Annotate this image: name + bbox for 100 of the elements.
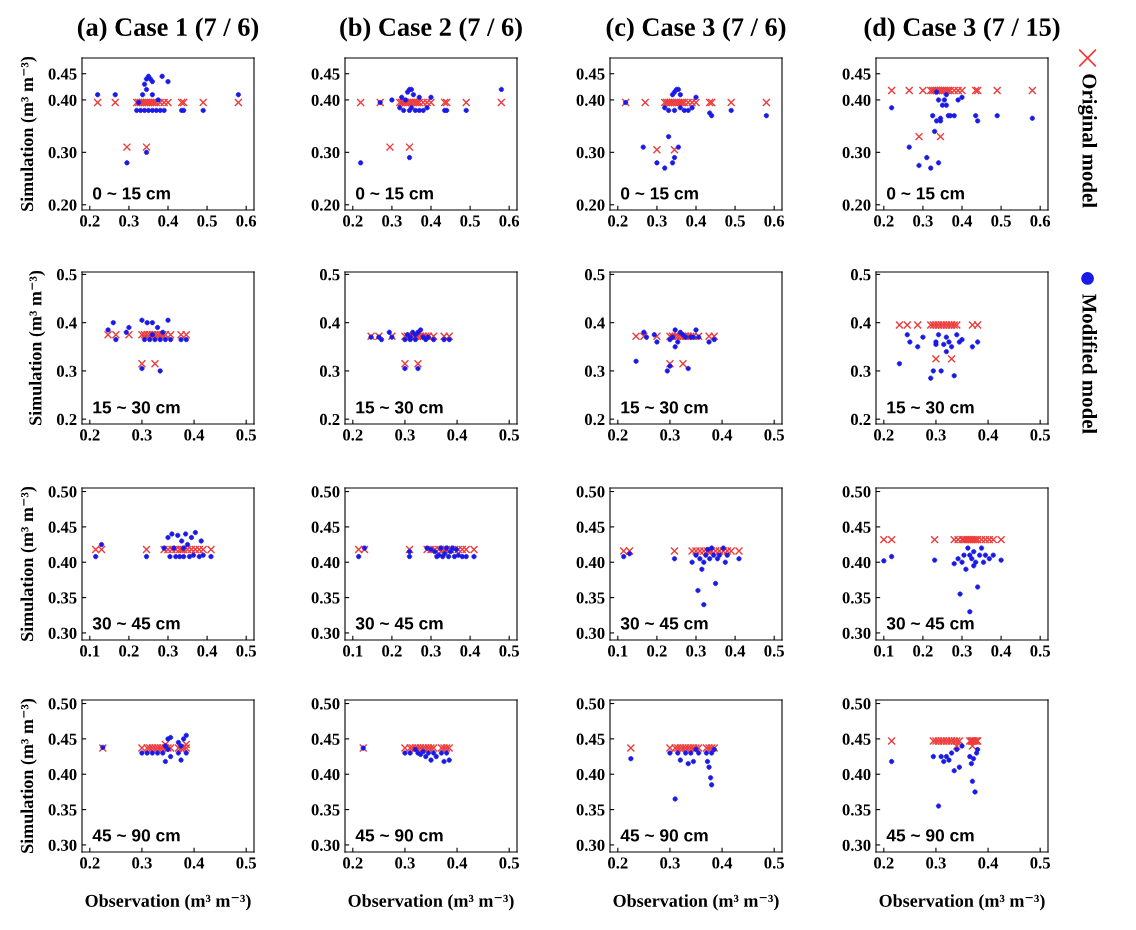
x-tick-label: 0.2	[608, 429, 628, 441]
x-axis-title: Observation (m³ m⁻³)	[879, 894, 1045, 911]
x-tick-label: 0.3	[926, 857, 946, 869]
y-tick-label: 0.35	[311, 804, 340, 816]
x-tick-label: 0.3	[421, 645, 441, 657]
annotation: 15 ~ 30 cm	[93, 401, 180, 414]
y-tick-label: 0.45	[48, 733, 77, 745]
x-tick-label: 0.5	[499, 645, 519, 657]
y-tick-label: 0.35	[576, 592, 605, 604]
y-axis-title: Simulation (m³ m⁻³)	[20, 486, 37, 641]
y-tick-label: 0.40	[576, 94, 605, 106]
y-tick-label: 0.3	[319, 365, 340, 377]
x-tick-label: 0.1	[608, 645, 628, 657]
y-tick-label: 0.35	[48, 592, 77, 604]
x-tick-label: 0.3	[158, 645, 178, 657]
y-tick-label: 0.5	[850, 269, 871, 281]
y-tick-label: 0.30	[576, 627, 605, 639]
x-tick-label: 0.2	[913, 645, 933, 657]
y-tick-label: 0.35	[842, 804, 871, 816]
y-tick-label: 0.35	[576, 804, 605, 816]
y-tick-label: 0.30	[842, 147, 871, 159]
x-tick-label: 0.5	[1030, 429, 1050, 441]
y-tick-label: 0.20	[842, 199, 871, 211]
y-axis-title: Simulation (m³ m⁻³)	[20, 698, 37, 853]
annotation: 0 ~ 15 cm	[93, 187, 170, 200]
legend-label: Modified model	[1082, 293, 1098, 434]
y-axis-title: Simulation (m³ m⁻³)	[20, 56, 37, 211]
y-tick-label: 0.35	[311, 592, 340, 604]
chart-title: (d) Case 3 (7 / 15)	[864, 17, 1060, 42]
x-tick-label: 0.3	[119, 215, 139, 227]
y-tick-label: 0.4	[850, 317, 871, 329]
y-tick-label: 0.20	[48, 199, 77, 211]
x-tick-label: 0.4	[184, 429, 205, 441]
x-tick-label: 0.2	[608, 215, 628, 227]
x-tick-label: 0.5	[197, 215, 217, 227]
x-axis-title: Observation (m³ m⁻³)	[348, 894, 514, 911]
x-tick-label: 0.2	[874, 215, 894, 227]
x-tick-label: 0.3	[952, 645, 972, 657]
x-tick-label: 0.3	[382, 215, 402, 227]
x-tick-label: 0.4	[447, 429, 468, 441]
x-tick-label: 0.4	[158, 215, 179, 227]
x-tick-label: 0.5	[991, 215, 1011, 227]
y-tick-label: 0.50	[311, 486, 340, 498]
x-tick-label: 0.6	[236, 215, 257, 227]
x-axis-title: Observation (m³ m⁻³)	[85, 894, 251, 911]
x-tick-label: 0.5	[725, 215, 745, 227]
x-tick-label: 0.3	[395, 857, 415, 869]
y-tick-label: 0.50	[311, 698, 340, 710]
x-tick-label: 0.2	[608, 857, 628, 869]
x-tick-label: 0.3	[913, 215, 933, 227]
x-tick-label: 0.4	[686, 215, 707, 227]
annotation: 15 ~ 30 cm	[356, 401, 443, 414]
annotation: 30 ~ 45 cm	[886, 617, 974, 630]
x-tick-label: 0.4	[978, 857, 999, 869]
x-tick-label: 0.2	[382, 645, 402, 657]
y-tick-label: 0.2	[584, 413, 605, 426]
chart-title: (c) Case 3 (7 / 6)	[606, 17, 786, 42]
annotation: 0 ~ 15 cm	[356, 187, 433, 200]
y-tick-label: 0.30	[311, 147, 340, 159]
x-tick-label: 0.2	[80, 429, 100, 441]
y-tick-label: 0.35	[48, 804, 77, 816]
x-tick-label: 0.1	[80, 645, 100, 657]
y-tick-label: 0.40	[842, 556, 871, 569]
annotation: 0 ~ 15 cm	[887, 187, 964, 200]
y-tick-label: 0.45	[311, 733, 340, 745]
y-tick-label: 0.40	[576, 556, 605, 569]
x-tick-label: 0.2	[874, 429, 894, 441]
x-tick-label: 0.5	[499, 857, 519, 869]
x-tick-label: 0.3	[132, 857, 152, 869]
annotation: 30 ~ 45 cm	[355, 617, 443, 630]
y-tick-label: 0.30	[48, 627, 77, 639]
x-tick-label: 0.4	[952, 215, 973, 227]
x-tick-label: 0.3	[926, 429, 946, 441]
x-tick-label: 0.4	[978, 429, 999, 441]
x-tick-label: 0.3	[647, 215, 667, 227]
x-tick-label: 0.2	[80, 857, 100, 869]
annotation: 45 ~ 90 cm	[620, 829, 708, 842]
annotation: 30 ~ 45 cm	[620, 617, 708, 630]
y-tick-label: 0.2	[850, 413, 871, 426]
chart-title: (a) Case 1 (7 / 6)	[77, 17, 259, 42]
x-tick-label: 0.5	[236, 429, 256, 441]
y-axis-title: Simulation (m³ m⁻³)	[28, 270, 46, 425]
x-tick-label: 0.6	[1030, 215, 1051, 227]
y-tick-label: 0.4	[584, 317, 605, 329]
y-tick-label: 0.45	[576, 521, 605, 533]
y-tick-label: 0.35	[842, 592, 871, 604]
x-tick-label: 0.4	[447, 857, 468, 869]
x-tick-label: 0.5	[499, 429, 519, 441]
x-tick-label: 0.3	[660, 857, 680, 869]
y-tick-label: 0.5	[319, 269, 340, 281]
y-tick-label: 0.45	[576, 68, 605, 80]
y-tick-label: 0.20	[311, 199, 340, 211]
x-tick-label: 0.5	[764, 857, 784, 869]
y-tick-label: 0.45	[48, 68, 77, 80]
x-tick-label: 0.6	[499, 215, 520, 227]
annotation: 15 ~ 30 cm	[887, 401, 974, 414]
y-tick-label: 0.40	[48, 556, 77, 569]
y-tick-label: 0.40	[48, 768, 77, 781]
x-tick-label: 0.5	[1030, 645, 1050, 657]
x-tick-label: 0.4	[712, 429, 733, 441]
